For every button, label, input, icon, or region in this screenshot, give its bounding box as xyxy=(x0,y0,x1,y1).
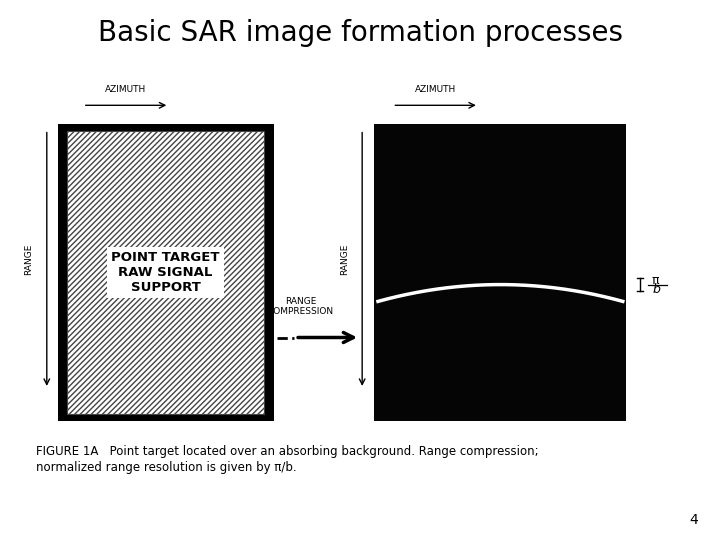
Text: AZIMUTH: AZIMUTH xyxy=(415,85,456,94)
Text: Basic SAR image formation processes: Basic SAR image formation processes xyxy=(97,19,623,47)
Text: AZIMUTH: AZIMUTH xyxy=(105,85,147,94)
Text: RANGE: RANGE xyxy=(340,244,348,275)
Text: 4: 4 xyxy=(690,512,698,526)
Text: RANGE: RANGE xyxy=(24,244,33,275)
Text: POINT TARGET
RAW SIGNAL
SUPPORT: POINT TARGET RAW SIGNAL SUPPORT xyxy=(112,251,220,294)
Text: π: π xyxy=(652,274,659,287)
Bar xyxy=(58,124,274,421)
Text: FIGURE 1A   Point target located over an absorbing background. Range compression: FIGURE 1A Point target located over an a… xyxy=(36,446,539,474)
Bar xyxy=(67,131,264,414)
Bar xyxy=(374,124,626,421)
Text: RANGE
COMPRESSION: RANGE COMPRESSION xyxy=(268,296,334,316)
Text: b: b xyxy=(653,284,661,296)
